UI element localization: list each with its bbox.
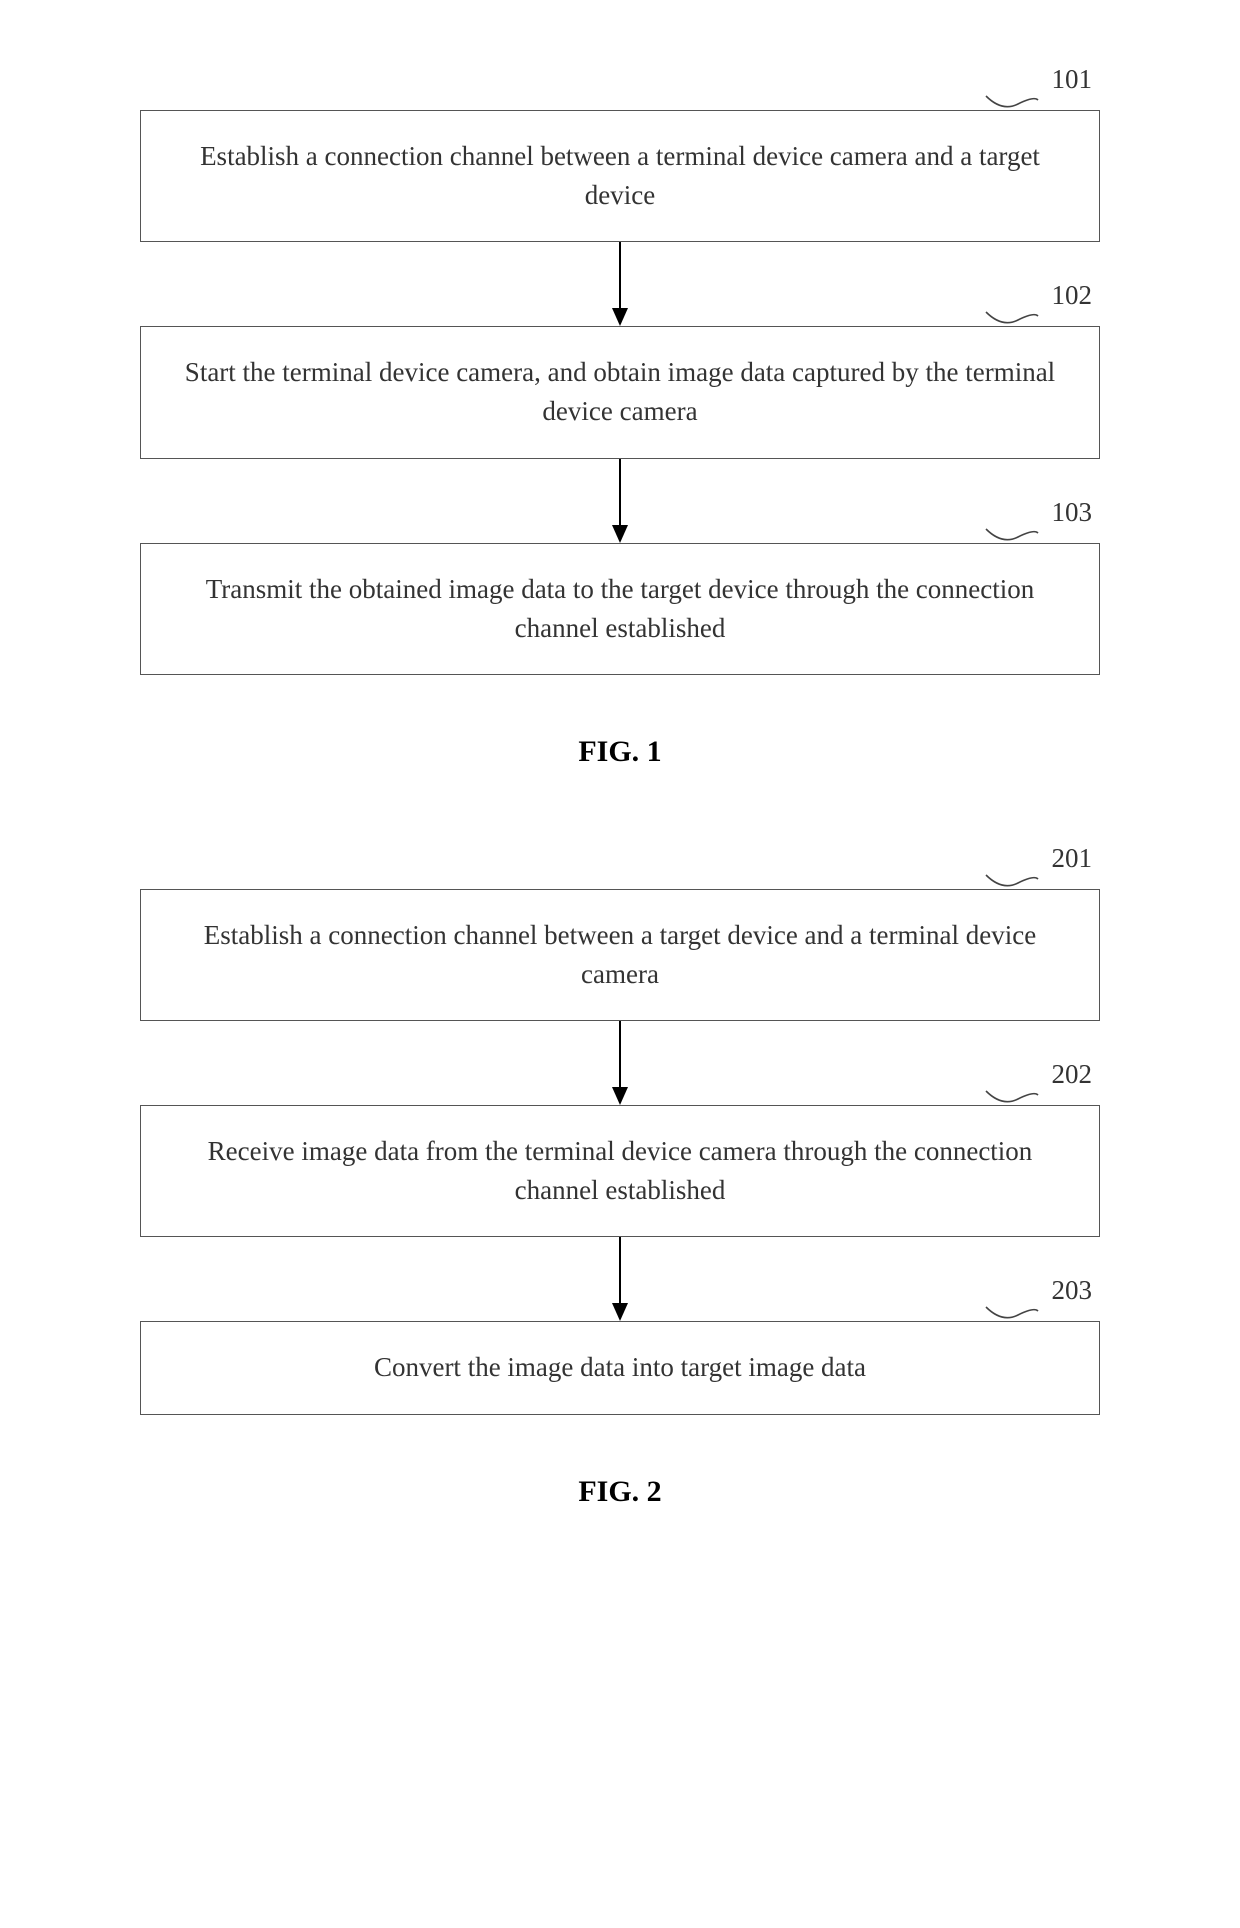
flow-arrow [120, 459, 1120, 543]
figure-caption: FIG. 2 [0, 1475, 1240, 1509]
flow-arrow [120, 242, 1120, 326]
flow-step: 101 Establish a connection channel betwe… [120, 110, 1120, 242]
step-label: 101 [1052, 64, 1093, 95]
flow-box: Receive image data from the terminal dev… [140, 1105, 1100, 1237]
flow-step: 102 Start the terminal device camera, an… [120, 326, 1120, 458]
flow-step: 202 Receive image data from the terminal… [120, 1105, 1120, 1237]
figure-2: 201 Establish a connection channel betwe… [120, 889, 1120, 1415]
step-label: 103 [1052, 497, 1093, 528]
flow-arrow [120, 1237, 1120, 1321]
flow-step: 203 Convert the image data into target i… [120, 1321, 1120, 1414]
flow-box: Establish a connection channel between a… [140, 889, 1100, 1021]
flow-box: Transmit the obtained image data to the … [140, 543, 1100, 675]
flow-box: Establish a connection channel between a… [140, 110, 1100, 242]
step-label: 202 [1052, 1059, 1093, 1090]
flow-box: Start the terminal device camera, and ob… [140, 326, 1100, 458]
flow-arrow [120, 1021, 1120, 1105]
flow-step: 103 Transmit the obtained image data to … [120, 543, 1120, 675]
flow-step: 201 Establish a connection channel betwe… [120, 889, 1120, 1021]
page: 101 Establish a connection channel betwe… [0, 0, 1240, 1629]
figure-caption: FIG. 1 [0, 735, 1240, 769]
figure-1: 101 Establish a connection channel betwe… [120, 110, 1120, 675]
step-label: 201 [1052, 843, 1093, 874]
flow-box: Convert the image data into target image… [140, 1321, 1100, 1414]
step-label: 102 [1052, 280, 1093, 311]
step-label: 203 [1052, 1275, 1093, 1306]
